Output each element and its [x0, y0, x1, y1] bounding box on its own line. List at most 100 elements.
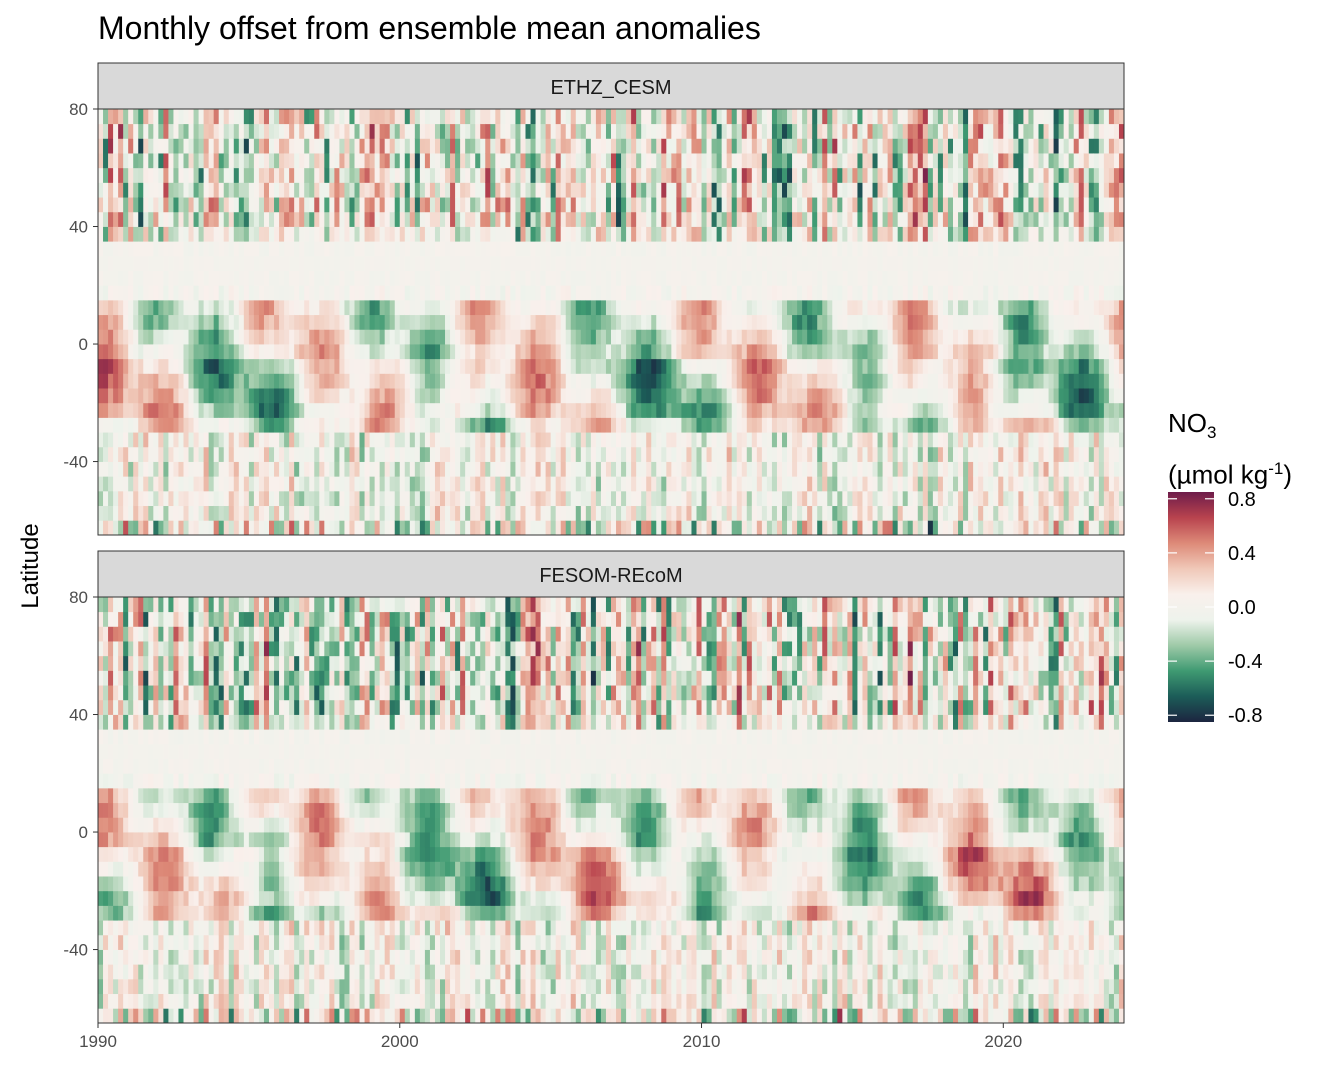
- heatmap-cell: [882, 138, 889, 154]
- heatmap-cell: [857, 270, 863, 286]
- heatmap-cell: [193, 446, 199, 462]
- heatmap-cell: [263, 520, 270, 536]
- heatmap-cell: [153, 329, 159, 345]
- heatmap-cell: [651, 344, 657, 360]
- heatmap-cell: [153, 505, 159, 521]
- heatmap-cell: [545, 329, 552, 345]
- heatmap-cell: [907, 109, 914, 125]
- heatmap-cell: [932, 182, 939, 198]
- heatmap-cell: [123, 446, 129, 462]
- heatmap-cell: [414, 109, 421, 125]
- heatmap-cell: [394, 417, 401, 433]
- heatmap-cell: [334, 270, 340, 286]
- heatmap-cell: [218, 432, 225, 448]
- heatmap-cell: [253, 255, 260, 271]
- heatmap-cell: [857, 211, 863, 227]
- heatmap-cell: [399, 358, 406, 374]
- heatmap-cell: [832, 461, 838, 477]
- heatmap-cell: [585, 344, 592, 360]
- heatmap-cell: [344, 285, 350, 301]
- heatmap-cell: [701, 153, 707, 169]
- heatmap-cell: [188, 373, 194, 389]
- heatmap-cell: [711, 388, 718, 404]
- heatmap-cell: [253, 138, 260, 154]
- heatmap-cell: [751, 109, 758, 125]
- heatmap-cell: [676, 432, 682, 448]
- heatmap-cell: [440, 432, 446, 448]
- heatmap-cell: [636, 505, 642, 521]
- heatmap-cell: [243, 123, 250, 139]
- heatmap-cell: [258, 314, 265, 330]
- heatmap-cell: [872, 520, 878, 536]
- heatmap-cell: [862, 388, 868, 404]
- heatmap-cell: [857, 153, 863, 169]
- heatmap-cell: [344, 344, 350, 360]
- heatmap-cell: [912, 432, 919, 448]
- heatmap-cell: [414, 138, 421, 154]
- heatmap-cell: [857, 299, 863, 316]
- heatmap-cell: [173, 153, 179, 169]
- heatmap-cell: [776, 299, 783, 316]
- heatmap-cell: [555, 520, 562, 536]
- heatmap-cell: [274, 153, 280, 169]
- heatmap-cell: [852, 505, 858, 521]
- heatmap-cell: [671, 388, 677, 404]
- heatmap-cell: [419, 388, 426, 404]
- heatmap-cell: [434, 520, 441, 536]
- heatmap-cell: [681, 490, 687, 507]
- heatmap-cell: [862, 197, 868, 213]
- heatmap-cell: [686, 197, 692, 213]
- heatmap-cell: [827, 226, 833, 242]
- heatmap-cell: [792, 358, 798, 374]
- heatmap-cell: [540, 123, 547, 139]
- heatmap-cell: [696, 432, 702, 448]
- heatmap-cell: [877, 109, 883, 125]
- heatmap-cell: [600, 432, 607, 448]
- heatmap-cell: [872, 344, 878, 360]
- heatmap-cell: [570, 182, 577, 198]
- heatmap-cell: [832, 123, 838, 139]
- heatmap-cell: [525, 123, 531, 139]
- heatmap-cell: [691, 255, 697, 271]
- heatmap-cell: [203, 255, 210, 271]
- heatmap-cell: [676, 123, 682, 139]
- heatmap-cell: [289, 344, 295, 360]
- heatmap-cell: [631, 329, 637, 345]
- heatmap-cell: [686, 299, 692, 316]
- heatmap-cell: [736, 123, 743, 139]
- heatmap-cell: [887, 358, 894, 374]
- heatmap-cell: [937, 197, 944, 213]
- heatmap-cell: [671, 432, 677, 448]
- heatmap-cell: [701, 123, 707, 139]
- heatmap-cell: [404, 329, 411, 345]
- heatmap-cell: [530, 285, 536, 301]
- heatmap-cell: [726, 138, 733, 154]
- heatmap-cell: [616, 373, 622, 389]
- heatmap-cell: [651, 432, 657, 448]
- heatmap-cell: [812, 402, 818, 418]
- heatmap-cell: [143, 299, 149, 316]
- heatmap-cell: [746, 197, 753, 213]
- heatmap-cell: [942, 153, 949, 169]
- heatmap-cell: [782, 211, 788, 227]
- heatmap-cell: [817, 299, 823, 316]
- heatmap-cell: [932, 476, 939, 492]
- heatmap-cell: [862, 344, 868, 360]
- heatmap-cell: [867, 446, 873, 462]
- heatmap-cell: [384, 417, 391, 433]
- heatmap-cell: [344, 211, 350, 227]
- heatmap-cell: [183, 373, 189, 389]
- heatmap-cell: [289, 285, 295, 301]
- heatmap-cell: [540, 182, 547, 198]
- heatmap-cell: [414, 167, 421, 183]
- heatmap-cell: [379, 197, 386, 213]
- heatmap-cell: [289, 167, 295, 183]
- heatmap-cell: [726, 211, 733, 227]
- heatmap-cell: [480, 226, 486, 242]
- heatmap-cell: [761, 417, 768, 433]
- heatmap-cell: [611, 476, 617, 492]
- heatmap-cell: [580, 388, 587, 404]
- heatmap-cell: [208, 490, 215, 507]
- heatmap-cell: [304, 461, 310, 477]
- heatmap-cell: [545, 461, 552, 477]
